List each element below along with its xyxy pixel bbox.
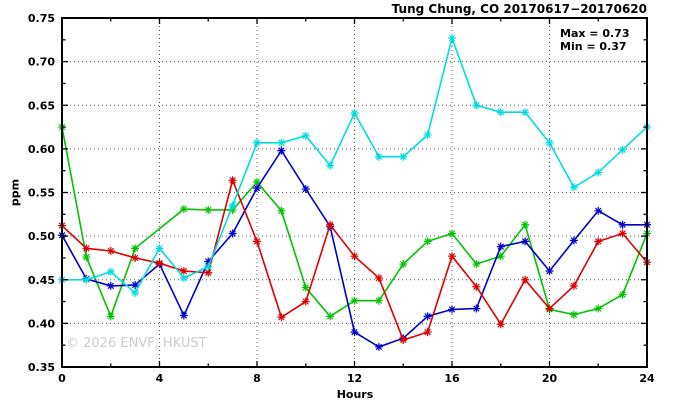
- series-green-line: [61, 126, 648, 319]
- gridlines: [62, 18, 647, 367]
- series-blue: [58, 146, 651, 351]
- max-min-annotation: Max = 0.73 Min = 0.37: [560, 27, 629, 53]
- tick-labels: 0 4 8 12 16 20 24 0.35 0.40 0.45 0.50 0.55 0.60 0.65 0…: [28, 12, 655, 385]
- y-tick-label: 0.55: [28, 187, 55, 200]
- y-tick-label: 0.40: [28, 317, 55, 330]
- x-tick-label: 4: [156, 372, 164, 385]
- min-annotation: Min = 0.37: [560, 40, 627, 53]
- x-tick-label: 24: [639, 372, 655, 385]
- y-tick-label: 0.45: [28, 274, 55, 287]
- y-tick-label: 0.75: [28, 12, 55, 25]
- y-tick-label: 0.70: [28, 56, 55, 69]
- axes: [61, 17, 648, 368]
- series-blue-markers: [58, 146, 651, 351]
- series-green: [58, 123, 651, 321]
- chart-title: Tung Chung, CO 20170617−20170620: [391, 2, 647, 16]
- x-tick-label: 8: [253, 372, 261, 385]
- x-tick-label: 0: [58, 372, 66, 385]
- max-annotation: Max = 0.73: [560, 27, 630, 40]
- series-blue-line: [61, 149, 647, 348]
- series-red: [58, 176, 651, 344]
- x-tick-label: 12: [347, 372, 362, 385]
- x-axis-title: Hours: [336, 388, 374, 401]
- y-tick-label: 0.60: [28, 143, 55, 156]
- y-tick-label: 0.50: [28, 230, 55, 243]
- y-axis-title: ppm: [8, 178, 22, 207]
- y-tick-label: 0.65: [28, 99, 55, 112]
- watermark: © 2026 ENVF, HKUST: [66, 336, 207, 351]
- x-tick-label: 16: [444, 372, 460, 385]
- x-tick-label: 20: [542, 372, 558, 385]
- y-tick-label: 0.35: [28, 361, 55, 374]
